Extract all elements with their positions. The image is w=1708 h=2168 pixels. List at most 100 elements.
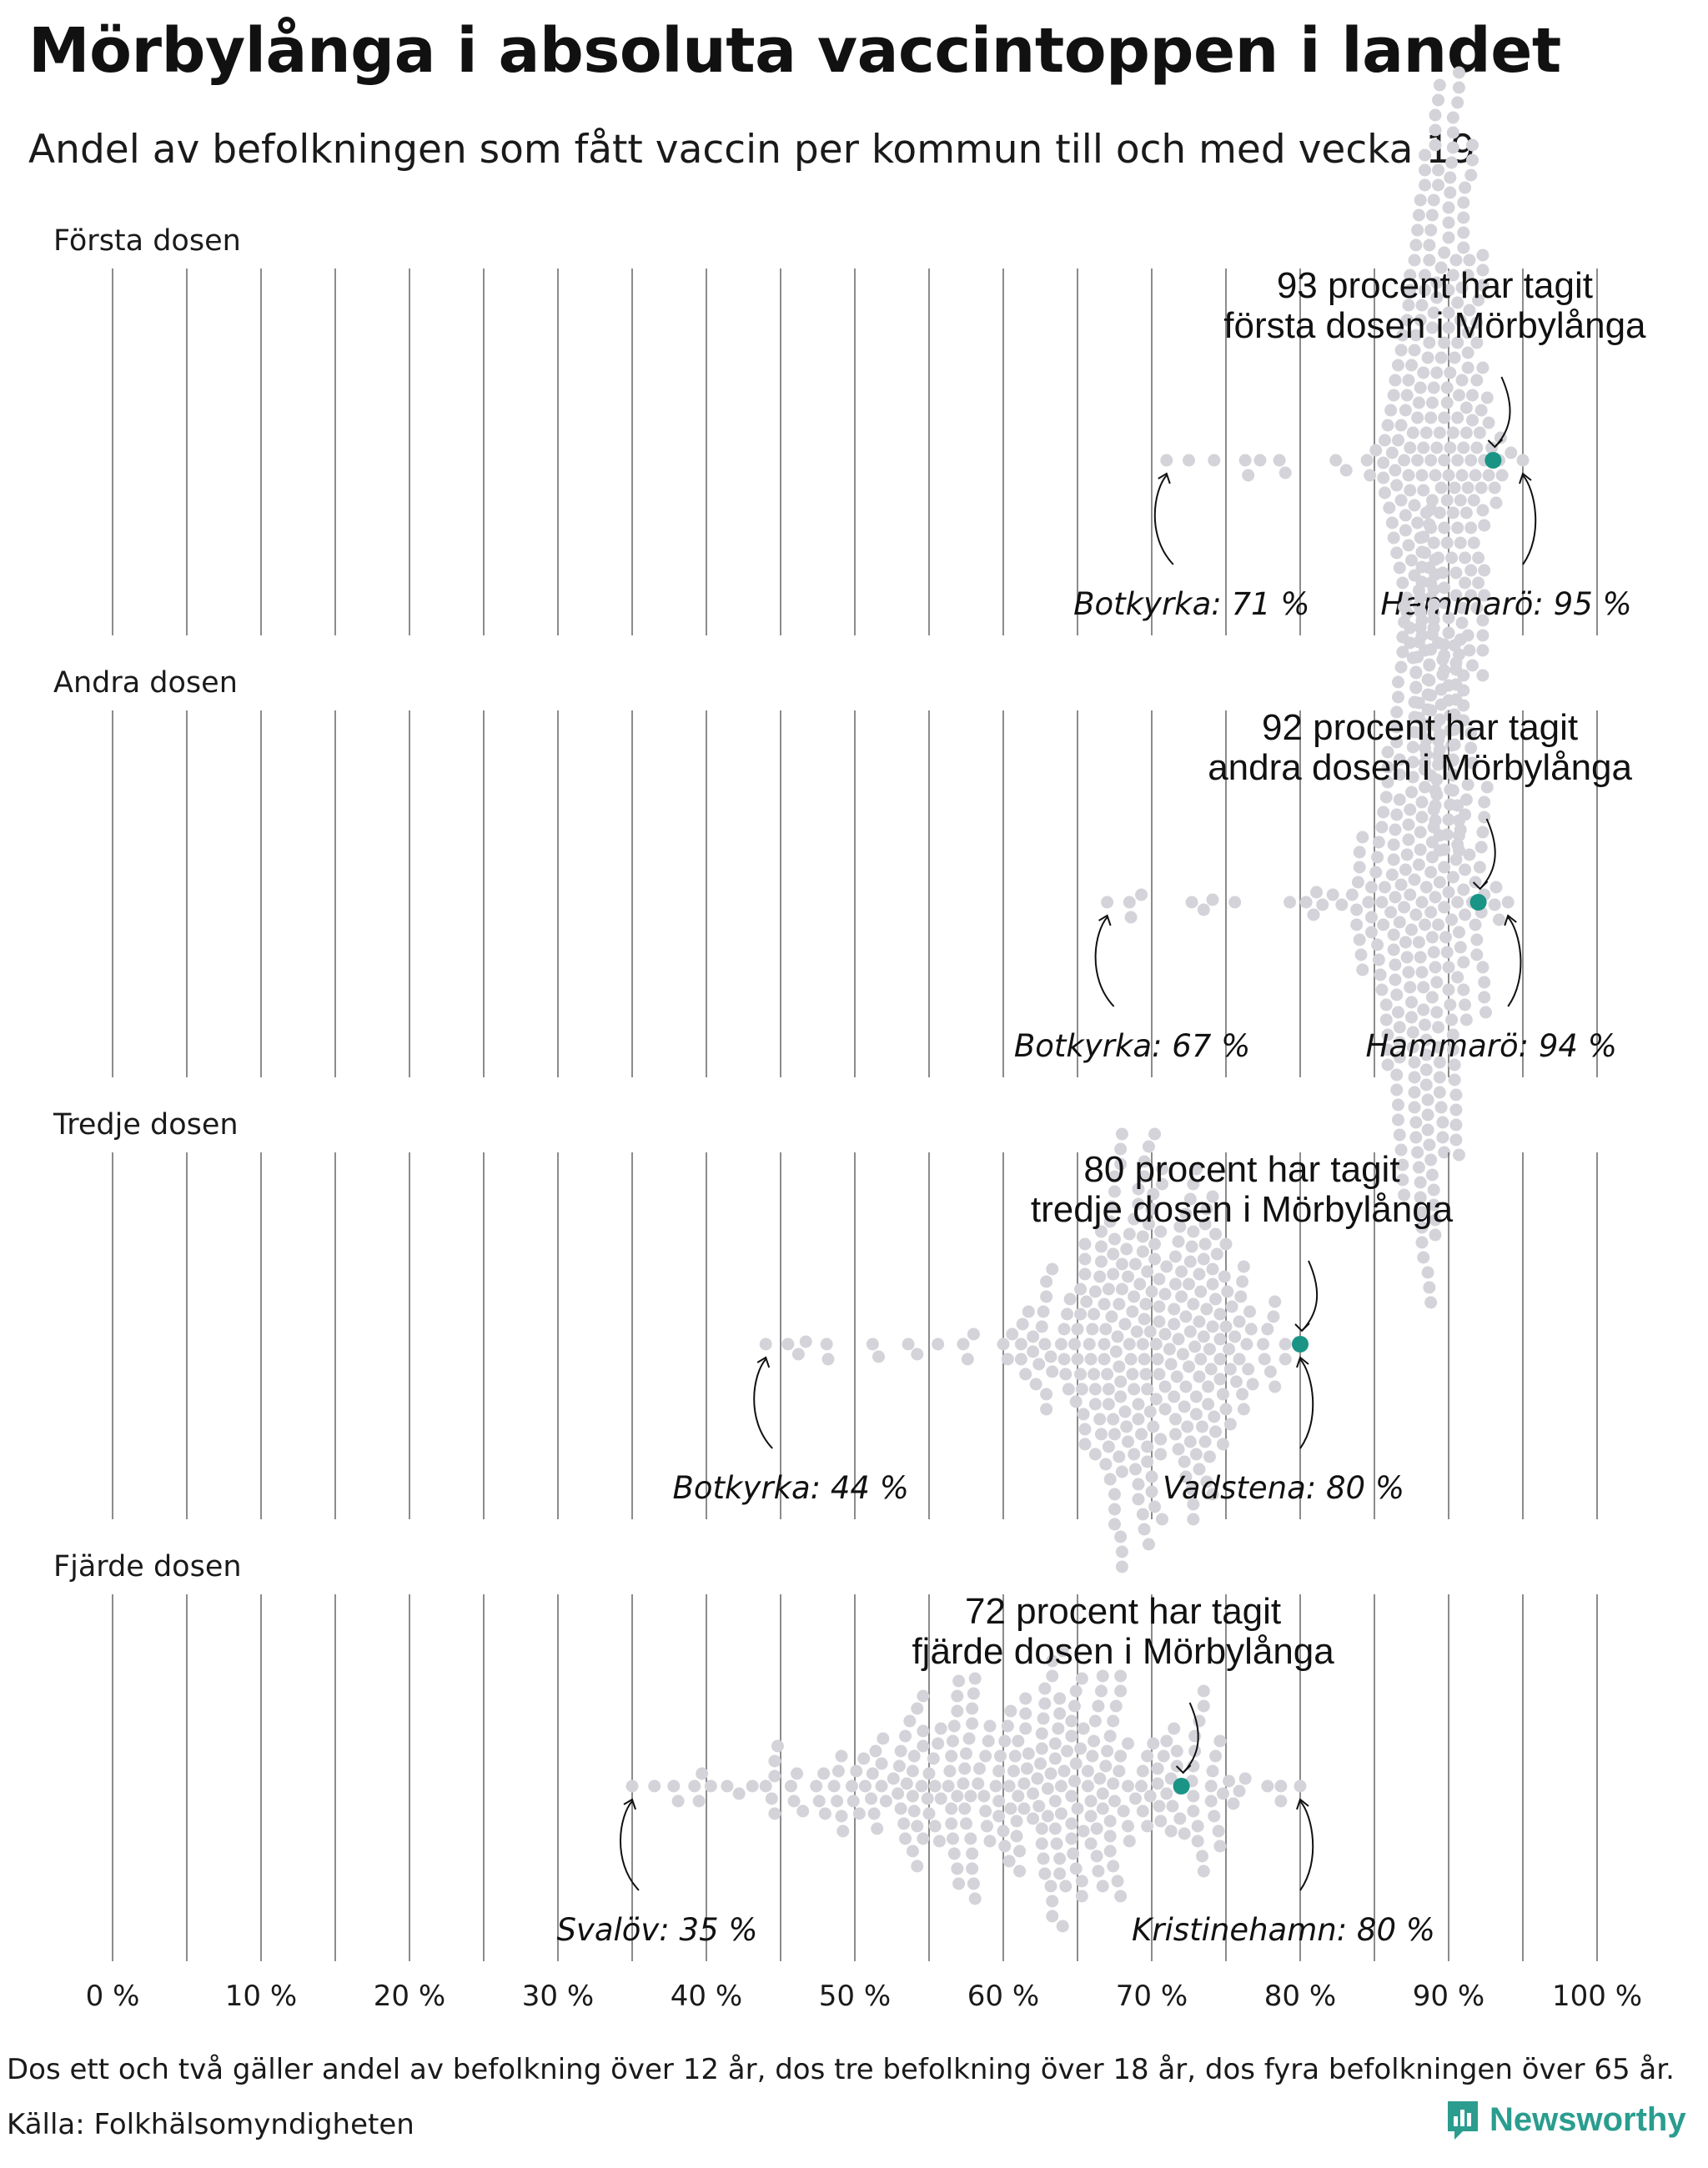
min-label: Botkyrka: 44 % — [673, 1470, 909, 1506]
kommun-dot — [1223, 1363, 1237, 1376]
kommun-dot — [1398, 615, 1411, 629]
kommun-dot — [1221, 1285, 1234, 1298]
kommun-dot — [1075, 1889, 1088, 1903]
kommun-dot — [1038, 1682, 1052, 1695]
kommun-dot — [1236, 1275, 1249, 1288]
kommun-dot — [1151, 1762, 1164, 1775]
kommun-dot — [866, 1767, 879, 1780]
kommun-dot — [858, 1779, 872, 1793]
x-tick-label: 100 % — [1552, 1980, 1642, 2013]
kommun-dot — [1141, 1749, 1154, 1763]
kommun-dot — [1430, 366, 1444, 379]
kommun-dot — [1183, 1360, 1195, 1373]
kommun-dot — [1385, 516, 1399, 529]
kommun-dot — [791, 1347, 805, 1361]
kommun-dot — [1238, 454, 1252, 467]
kommun-dot — [1424, 643, 1438, 656]
kommun-dot — [1455, 601, 1469, 615]
kommun-dot — [1075, 1672, 1088, 1685]
kommun-dot — [1457, 983, 1470, 996]
kommun-dot — [1345, 888, 1359, 901]
kommun-dot — [1109, 1345, 1123, 1358]
kommun-dot — [1196, 1849, 1209, 1863]
kommun-dot — [1193, 1370, 1206, 1383]
kommun-dot — [1438, 843, 1451, 856]
kommun-dot — [1408, 253, 1421, 267]
kommun-dot — [1438, 596, 1451, 610]
kommun-dot — [817, 1767, 831, 1780]
kommun-dot — [1444, 186, 1457, 199]
kommun-dot — [1405, 1011, 1418, 1024]
kommun-dot — [1419, 1048, 1433, 1061]
kommun-dot — [1077, 1408, 1090, 1421]
kommun-dot — [1372, 953, 1385, 966]
kommun-dot — [1278, 1352, 1292, 1366]
kommun-dot — [1451, 336, 1464, 349]
kommun-dot — [1093, 1413, 1107, 1426]
kommun-dot — [960, 1817, 972, 1830]
kommun-dot — [1168, 1302, 1181, 1316]
kommun-dot — [942, 1779, 955, 1793]
kommun-dot — [1238, 1772, 1252, 1785]
kommun-dot — [1153, 1799, 1166, 1813]
kommun-dot — [1451, 411, 1464, 424]
min-arrow — [1094, 916, 1115, 1007]
kommun-dot — [1240, 1337, 1253, 1351]
kommun-dot — [1383, 501, 1396, 514]
kommun-dot — [1415, 795, 1429, 809]
kommun-dot — [1142, 1538, 1155, 1551]
highlight-arrow — [1301, 1260, 1319, 1332]
kommun-dot — [1421, 1266, 1434, 1279]
kommun-dot — [1459, 551, 1472, 565]
kommun-dot — [1037, 1305, 1050, 1318]
kommun-dot — [1002, 1854, 1016, 1868]
kommun-dot — [1088, 1714, 1102, 1728]
kommun-dot — [1188, 1340, 1202, 1353]
kommun-dot — [1108, 1232, 1121, 1246]
kommun-dot — [1048, 1752, 1062, 1765]
kommun-dot — [1078, 1237, 1092, 1251]
kommun-dot — [1421, 1108, 1434, 1122]
kommun-dot — [1096, 1879, 1109, 1893]
kommun-dot — [1181, 1420, 1194, 1433]
kommun-dot — [1432, 93, 1445, 107]
kommun-dot — [1427, 821, 1440, 834]
kommun-dot — [1123, 1337, 1136, 1351]
kommun-dot — [951, 1789, 964, 1803]
kommun-dot — [1233, 1352, 1246, 1366]
kommun-dot — [961, 1352, 974, 1366]
kommun-dot — [1480, 780, 1494, 794]
kommun-dot — [1228, 1330, 1242, 1343]
kommun-dot — [1019, 1722, 1032, 1735]
kommun-dot — [1138, 1170, 1151, 1183]
kommun-dot — [943, 1764, 957, 1778]
kommun-dot — [1108, 1518, 1121, 1531]
kommun-dot — [1440, 946, 1454, 959]
kommun-dot — [1173, 1220, 1187, 1233]
kommun-dot — [1419, 163, 1432, 177]
kommun-dot — [966, 1717, 979, 1730]
kommun-dot — [1148, 1237, 1162, 1251]
kommun-dot — [721, 1779, 734, 1793]
kommun-dot — [1408, 1101, 1421, 1114]
kommun-dot — [1353, 846, 1366, 859]
kommun-dot — [1172, 1443, 1185, 1456]
kommun-dot — [1425, 628, 1439, 641]
highlight-annotation-line2: fjärde dosen i Mörbylånga — [912, 1631, 1334, 1672]
kommun-dot — [1187, 1297, 1200, 1311]
kommun-dot — [1493, 913, 1506, 926]
kommun-dot — [1455, 616, 1469, 630]
kommun-dot — [960, 1747, 972, 1760]
kommun-dot — [1470, 933, 1484, 946]
kommun-dot — [1160, 1734, 1173, 1748]
kommun-dot — [1408, 710, 1421, 724]
kommun-dot — [1046, 1654, 1059, 1668]
kommun-dot — [1206, 1262, 1219, 1276]
kommun-dot — [1074, 1282, 1088, 1296]
kommun-dot — [1438, 861, 1451, 874]
kommun-dot — [1396, 576, 1409, 590]
kommun-dot — [1088, 1285, 1102, 1298]
kommun-dot — [1364, 926, 1378, 939]
newsworthy-logo: Newsworthy — [1444, 2098, 1686, 2141]
kommun-dot — [1053, 1867, 1067, 1880]
